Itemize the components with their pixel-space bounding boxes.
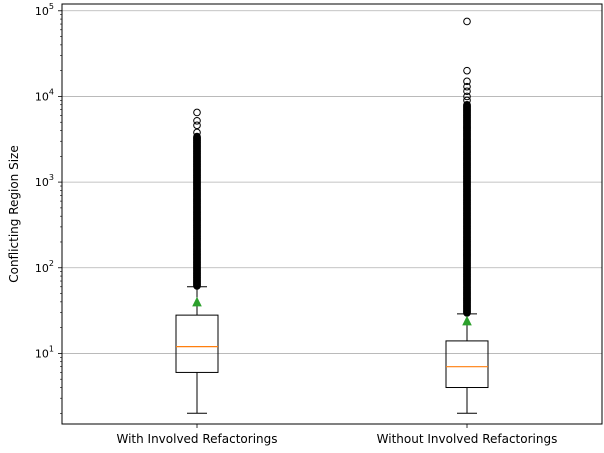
outlier-point	[463, 17, 471, 26]
box-iqr	[445, 340, 489, 389]
y-tick-label: 102	[35, 259, 54, 275]
x-axis: With Involved Refactorings Without Involv…	[116, 424, 557, 446]
mean-marker	[462, 315, 472, 326]
outlier-point	[463, 82, 471, 91]
y-tick-label: 101	[35, 344, 54, 360]
y-axis: 101 102 103 104 105	[35, 2, 62, 414]
x-category-label: Without Involved Refactorings	[377, 432, 558, 446]
mean-marker	[192, 296, 202, 307]
y-axis-label: Conflicting Region Size	[7, 145, 21, 282]
box-group	[175, 108, 219, 414]
boxes	[175, 17, 489, 414]
outlier-point	[463, 87, 471, 96]
box-iqr	[175, 314, 219, 373]
outlier-point	[463, 96, 471, 105]
x-category-label: With Involved Refactorings	[116, 432, 277, 446]
y-tick-label: 104	[35, 87, 54, 103]
outlier-point	[193, 128, 201, 137]
y-tick-label: 105	[35, 2, 54, 18]
outlier-point	[463, 100, 471, 109]
box-group	[445, 17, 489, 414]
outlier-point	[193, 121, 201, 130]
outlier-point	[463, 66, 471, 75]
y-tick-label: 103	[35, 173, 54, 189]
outlier-point	[193, 116, 201, 125]
outlier-point	[463, 92, 471, 101]
outlier-point	[193, 108, 201, 117]
outlier-point	[463, 77, 471, 86]
outlier-point	[193, 132, 201, 141]
grid-lines	[62, 10, 602, 354]
plot-frame	[61, 3, 603, 425]
